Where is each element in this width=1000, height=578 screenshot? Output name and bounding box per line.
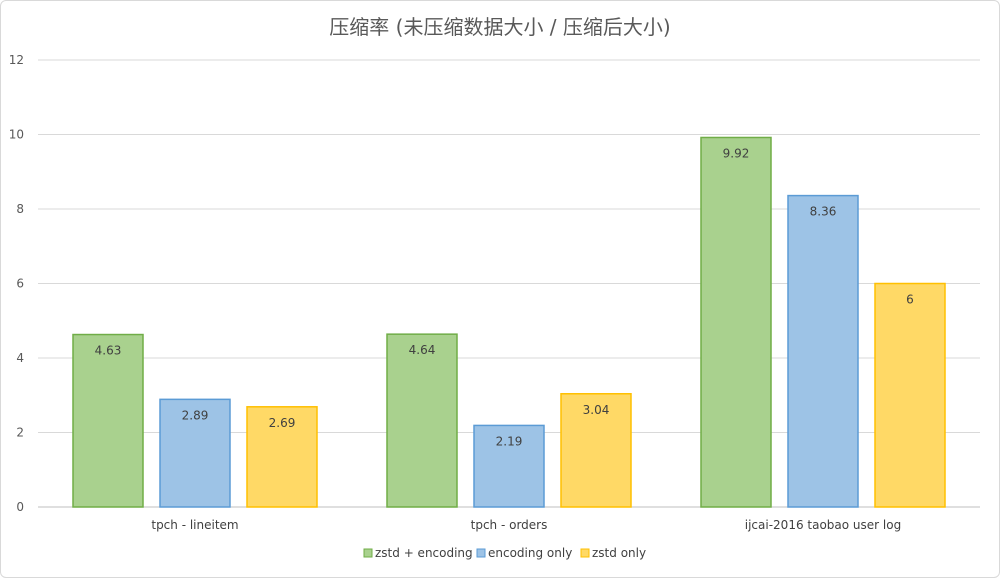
data-label: 6 [906, 293, 914, 307]
legend-swatch [476, 548, 486, 558]
chart-title: 压缩率 (未压缩数据大小 / 压缩后大小) [329, 15, 670, 39]
y-tick-label: 6 [16, 277, 24, 291]
legend-label: encoding only [488, 546, 572, 560]
bar [787, 194, 859, 508]
y-tick-label: 10 [9, 128, 24, 142]
legend-swatch [580, 548, 590, 558]
data-label: 2.69 [269, 416, 296, 430]
bar [159, 398, 231, 508]
data-label: 4.63 [95, 344, 122, 358]
y-axis-ticks: 0 2 4 6 8 10 12 [9, 53, 24, 514]
bars [72, 136, 946, 508]
data-label: 2.89 [182, 408, 209, 422]
data-labels: 4.63 2.89 2.69 4.64 2.19 3.04 9.92 8.36 6 [95, 146, 914, 448]
legend: zstd + encoding encoding only zstd only [363, 546, 646, 560]
y-tick-label: 4 [16, 351, 24, 365]
data-label: 3.04 [583, 403, 610, 417]
category-labels: tpch - lineitem tpch - orders ijcai-2016 t… [151, 518, 901, 532]
data-label: 4.64 [409, 343, 436, 357]
bar [700, 136, 772, 508]
bar [473, 424, 545, 508]
legend-label: zstd + encoding [375, 546, 473, 560]
bar [874, 282, 946, 508]
y-tick-label: 8 [16, 202, 24, 216]
data-label: 2.19 [496, 434, 523, 448]
data-label: 8.36 [810, 205, 837, 219]
x-category-label: ijcai-2016 taobao user log [745, 518, 901, 532]
bar [246, 406, 318, 508]
x-category-label: tpch - lineitem [151, 518, 238, 532]
y-tick-label: 0 [16, 500, 24, 514]
bar [386, 333, 458, 508]
data-label: 9.92 [723, 146, 750, 160]
x-category-label: tpch - orders [471, 518, 548, 532]
y-tick-label: 2 [16, 426, 24, 440]
bar [72, 333, 144, 508]
bar [560, 393, 632, 508]
legend-swatch [363, 548, 373, 558]
legend-label: zstd only [592, 546, 646, 560]
y-tick-label: 12 [9, 53, 24, 67]
